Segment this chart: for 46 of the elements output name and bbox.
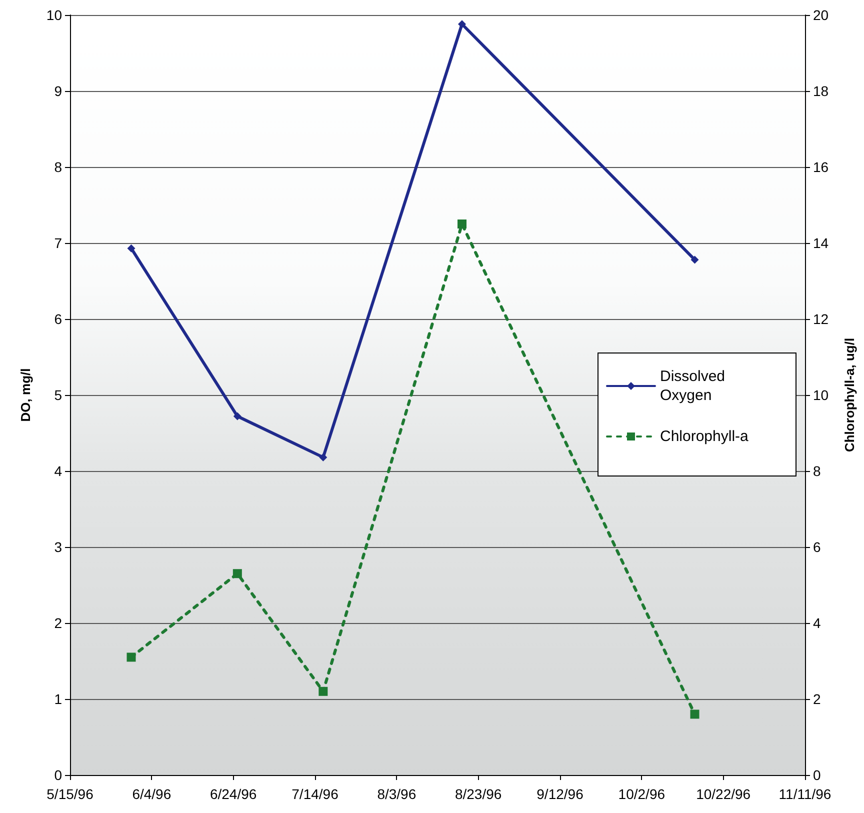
point bbox=[233, 412, 242, 420]
point bbox=[126, 652, 136, 662]
point bbox=[127, 244, 136, 252]
x-tick-label: 9/12/96 bbox=[536, 786, 584, 802]
y-tick-label: 9 bbox=[54, 83, 62, 99]
point bbox=[232, 569, 242, 578]
legend-label: Dissolved Oxygen bbox=[660, 368, 730, 404]
point bbox=[690, 256, 699, 264]
x-tick-label: 10/2/96 bbox=[618, 786, 666, 802]
y-tick-label: 10 bbox=[46, 7, 62, 23]
y2-tick-label: 12 bbox=[813, 311, 829, 327]
point bbox=[318, 686, 328, 696]
y-tick-label: 4 bbox=[54, 463, 62, 479]
y2-tick-label: 18 bbox=[813, 83, 829, 99]
y2-tick-label: 10 bbox=[813, 387, 829, 403]
y2-tick-label: 16 bbox=[813, 159, 829, 175]
y2-tick-label: 6 bbox=[813, 539, 821, 555]
point bbox=[458, 220, 466, 228]
point bbox=[319, 453, 328, 462]
legend-label: Chlorophyll-a bbox=[660, 428, 750, 445]
x-tick-label: 7/14/96 bbox=[292, 786, 339, 802]
y-tick-label: 7 bbox=[54, 235, 62, 251]
x-tick-label: 6/24/96 bbox=[210, 786, 257, 802]
y-tick-label: 3 bbox=[54, 539, 62, 555]
x-tick-label: 11/11/96 bbox=[778, 786, 832, 802]
y-tick-label: 8 bbox=[54, 159, 62, 175]
y-axis-title: DO, mg/l bbox=[18, 368, 33, 422]
x-tick-label: 5/15/96 bbox=[46, 786, 94, 802]
point bbox=[458, 20, 466, 28]
y-tick-label: 2 bbox=[54, 615, 62, 631]
y2-tick-label: 8 bbox=[813, 463, 821, 479]
y-tick-label: 6 bbox=[54, 311, 62, 327]
x-tick-label: 10/22/96 bbox=[696, 786, 751, 802]
y-tick-label: 0 bbox=[54, 767, 62, 783]
point bbox=[690, 710, 700, 719]
y2-tick-label: 14 bbox=[813, 235, 829, 251]
y2-axis-title: Chlorophyll-a, ug/l bbox=[842, 338, 857, 452]
x-tick-label: 6/4/96 bbox=[132, 786, 172, 802]
y2-tick-label: 2 bbox=[813, 691, 821, 707]
x-tick-label: 8/3/96 bbox=[377, 786, 416, 802]
y-tick-label: 5 bbox=[54, 387, 62, 403]
x-tick-label: 8/23/96 bbox=[454, 786, 502, 802]
y2-tick-label: 4 bbox=[813, 615, 821, 631]
y2-tick-label: 0 bbox=[813, 767, 821, 783]
y-tick-label: 1 bbox=[54, 691, 62, 707]
y2-tick-label: 20 bbox=[813, 7, 829, 23]
